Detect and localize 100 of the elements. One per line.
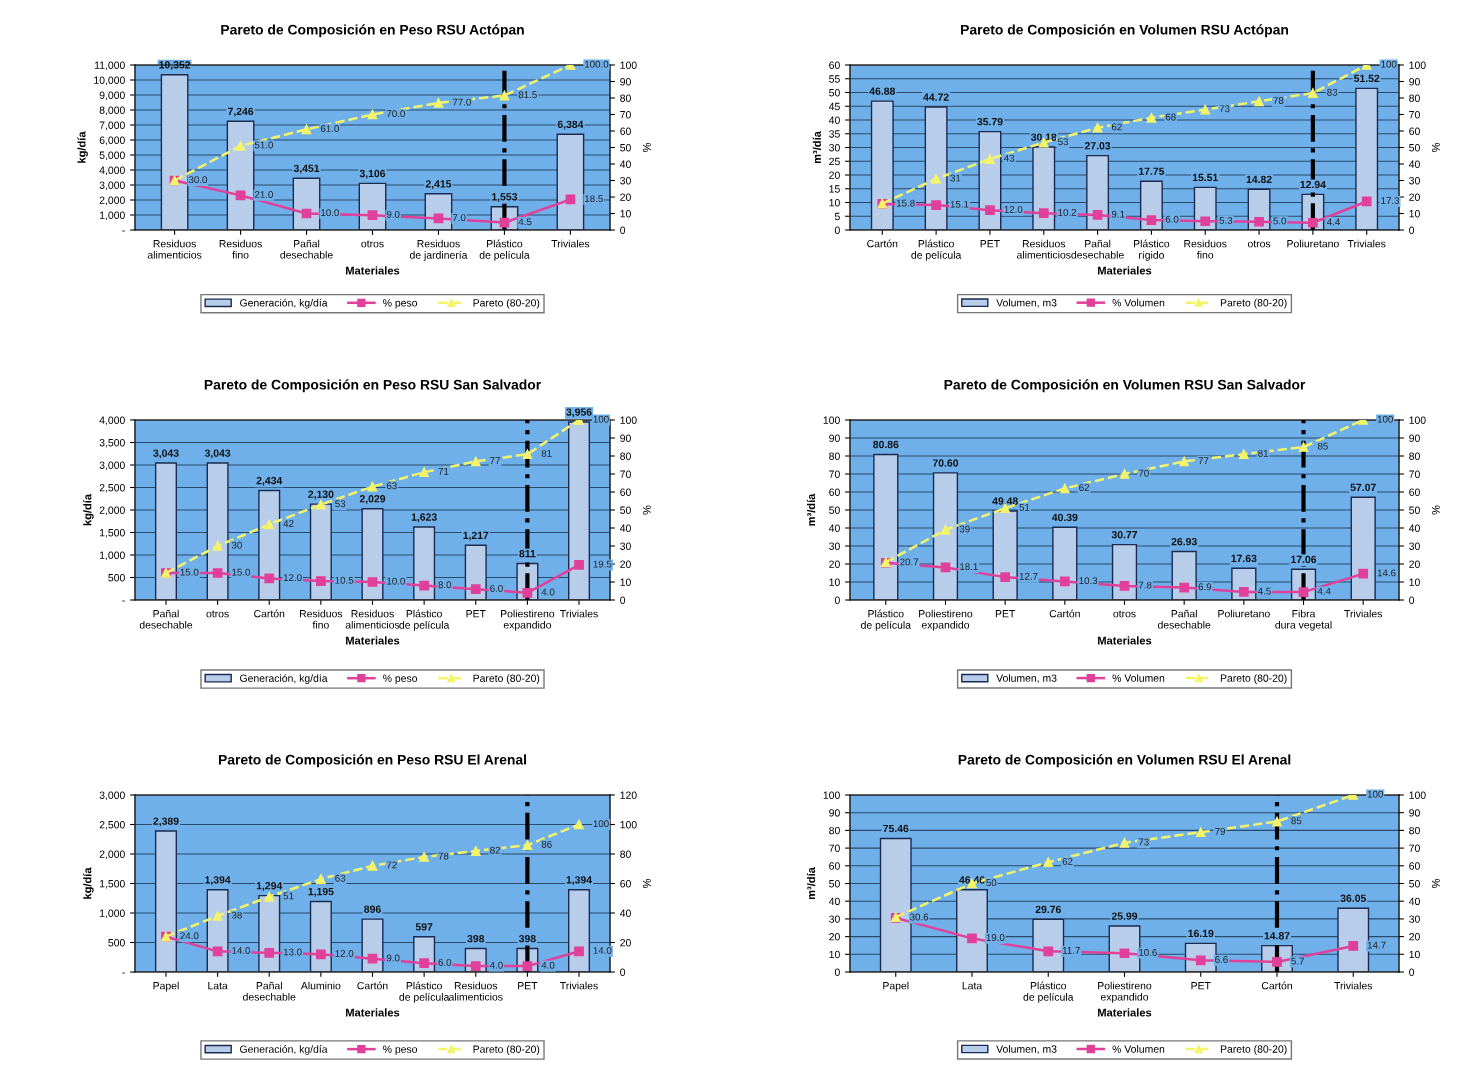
data-label: 44.72 [923,93,949,101]
data-label: 7.0 [452,214,466,222]
data-label: 15.0 [232,568,251,576]
y2-tick-label: 20 [620,193,631,201]
y2-axis-title: % [1432,505,1440,515]
x-tick-label: PET [518,982,538,990]
y2-tick-label: 40 [1408,160,1420,168]
data-label: 77 [490,457,500,464]
y2-tick-label: 30 [620,177,631,185]
x-tick-label: Triviales [1334,981,1373,990]
legend-label: % Volumen [1112,298,1165,307]
data-label: 30.6 [910,913,929,921]
y2-tick-label: 100 [620,416,637,424]
y-tick-label: 30 [829,542,840,550]
data-label: 11.7 [1062,947,1080,954]
y-tick-label: 4,000 [99,166,125,176]
data-label: 70 [1138,469,1149,477]
y2-tick-label: 40 [1408,524,1420,532]
data-label: 10.3 [1079,577,1098,585]
data-label: 5.3 [1219,216,1233,224]
legend-label: Pareto (80-20) [1220,674,1287,684]
y-tick-label: 1,000 [100,909,125,919]
data-label: 21.0 [254,191,273,198]
data-label: 100 [593,415,609,423]
chart-title: Pareto de Composición en Volumen RSU El Arenal [958,754,1291,768]
data-label: 10.0 [387,577,405,585]
y2-axis-title: % [1432,878,1440,889]
y2-tick-label: 0 [1409,226,1415,234]
y-tick-label: 1,500 [100,880,125,889]
x-tick-label: PET [995,610,1016,618]
y-tick-label: 3,000 [99,791,125,801]
y-tick-label: 3,000 [99,181,125,191]
data-label: 6.0 [438,958,452,966]
data-label: 597 [415,923,433,931]
data-label: 51.0 [254,141,273,149]
x-tick-label: Poliestireno expandido [1098,981,1152,1003]
y2-axis-title: % [643,142,651,153]
data-label: 70.60 [932,459,959,467]
data-label: 26.93 [1171,537,1197,546]
y2-tick-label: 80 [1409,826,1420,835]
y2-tick-label: 30 [1409,915,1420,923]
data-label: 6.9 [1198,583,1212,591]
x-tick-label: Residuos fino [300,609,343,629]
y2-tick-label: 90 [620,78,631,86]
data-label: 36.05 [1340,894,1366,902]
chart-title: Pareto de Composición en Peso RSU San Salvador [204,379,541,393]
x-tick-label: Papel [883,981,909,992]
y2-tick-label: 100 [1409,791,1426,799]
y-tick-label: - [122,230,125,232]
data-label: 73 [1219,105,1230,113]
y-tick-label: 5,000 [99,151,125,161]
data-label: 9.0 [386,210,400,218]
legend-label: Volumen, m3 [996,298,1057,308]
x-tick-label: Lata [962,982,983,990]
data-label: 30 [231,541,242,549]
y-tick-label: 15 [829,185,840,193]
x-tick-label: otros [206,610,229,618]
data-label: 896 [364,905,381,913]
data-label: 19.0 [986,934,1005,941]
data-label: 7,246 [227,107,254,117]
data-label: 1,553 [492,193,518,202]
y-tick-label: 80 [829,452,840,460]
data-label: 81 [1258,449,1269,457]
y2-tick-label: 20 [1409,560,1420,568]
data-label: 62 [1079,484,1090,492]
data-label: 100 [1367,790,1383,798]
data-label: 1,195 [308,887,334,897]
y2-tick-label: 10 [1409,950,1420,959]
data-label: 4.0 [489,961,503,969]
x-tick-label: Plástico de película [399,981,450,1003]
data-label: 13.0 [283,948,302,956]
y-tick-label: 0 [834,968,840,976]
data-label: 46.88 [869,87,896,95]
y2-tick-label: 10 [620,210,631,218]
y-tick-label: 7,000 [99,121,125,131]
data-label: 18.5 [585,195,603,203]
x-tick-label: Poliestireno expandido [501,609,555,631]
y2-tick-label: 70 [620,470,631,478]
data-label: 70.0 [386,110,405,118]
legend-label: Volumen, m3 [996,674,1057,684]
data-label: 39 [959,525,970,533]
y2-tick-label: 50 [1409,144,1420,152]
legend-label: Pareto (80-20) [473,298,540,309]
y2-tick-label: 100 [620,821,637,829]
y-tick-label: 40 [828,116,840,124]
x-axis-title: Materiales [1098,1008,1152,1017]
data-label: 1,394 [205,876,231,886]
y-tick-label: 2,500 [99,484,125,493]
y-tick-label: 55 [829,75,840,83]
y-axis-title: m³/día [806,493,816,526]
legend-label: Generación, kg/día [240,674,328,685]
data-label: 14.0 [232,947,251,954]
data-label: 81 [541,449,552,457]
data-label: 3,043 [204,449,231,459]
y-tick-label: 500 [108,939,125,947]
data-label: 40.39 [1051,513,1078,522]
data-label: 79 [1215,827,1225,835]
y2-tick-label: 80 [1409,94,1420,102]
y2-tick-label: 60 [620,488,631,496]
x-tick-label: Cartón [254,609,285,618]
